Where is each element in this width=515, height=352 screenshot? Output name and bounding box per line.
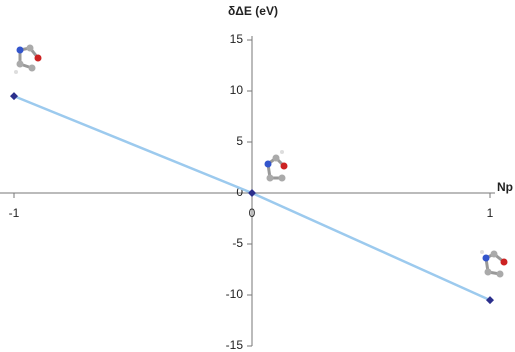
molecule-icon	[265, 150, 288, 182]
data-point	[248, 189, 256, 197]
y-tick-label: 5	[236, 134, 243, 148]
molecule-icon	[480, 250, 508, 278]
y-tick-label: -5	[232, 236, 243, 250]
x-tick-label: -1	[9, 206, 20, 220]
x-axis-label: Np	[497, 180, 513, 194]
y-axis-label: δΔE (eV)	[228, 4, 278, 18]
data-point	[486, 296, 494, 304]
y-tick-label: -10	[226, 287, 244, 301]
y-tick-label: 10	[230, 83, 244, 97]
chart: δΔE (eV) Np 151050-5-10-15-101	[0, 0, 515, 352]
x-tick-label: 1	[487, 206, 494, 220]
y-tick-label: 15	[230, 32, 244, 46]
x-tick-label: 0	[249, 206, 256, 220]
page: {"chart_data": {"type": "line", "y_label…	[0, 0, 515, 352]
molecule-icon	[14, 45, 42, 75]
y-tick-label: -15	[226, 338, 244, 352]
data-point	[10, 92, 18, 100]
